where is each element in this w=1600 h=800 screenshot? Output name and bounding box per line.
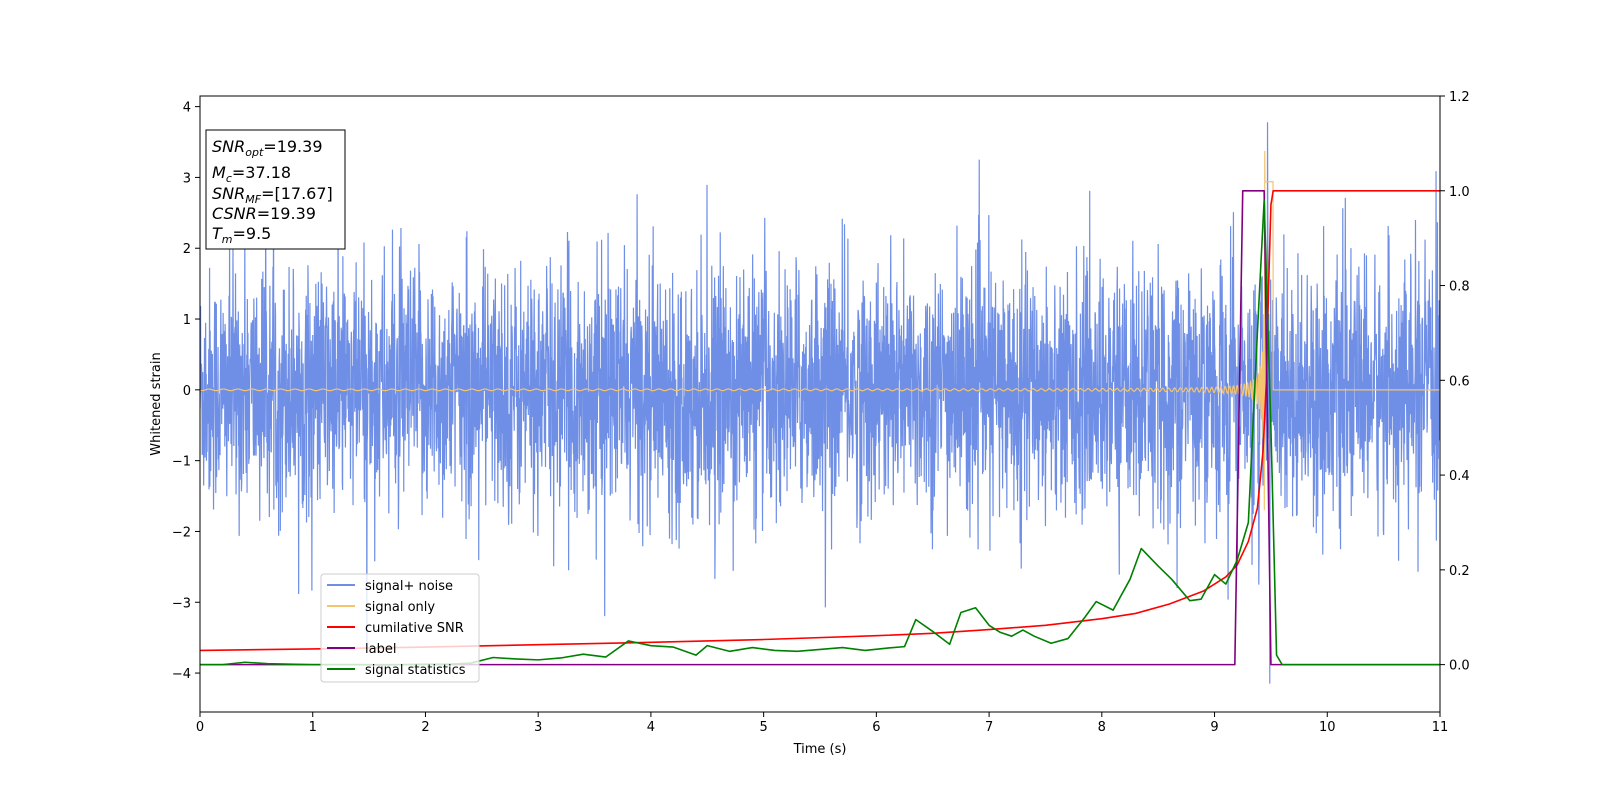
legend-frame	[320, 573, 480, 683]
x-axis: 0 1 2 3 4 5 6 7 8 9 10 11	[196, 712, 1448, 735]
x-tick-label: 3	[534, 720, 542, 735]
annotation-line: Mc=37.18	[212, 163, 291, 185]
y-tick-label: 2	[183, 242, 191, 257]
x-tick-label: 2	[421, 720, 429, 735]
annotation-frame	[205, 129, 346, 250]
y2-tick-label: 0.6	[1449, 374, 1470, 389]
y-axis-label: Whitened strain	[149, 352, 164, 455]
series-signal-noise	[200, 122, 1440, 684]
x-tick-label: 5	[759, 720, 767, 735]
legend-item: cumilative SNR	[327, 621, 464, 636]
legend-label: signal+ noise	[365, 579, 453, 594]
legend-item: label	[327, 642, 396, 657]
x-tick-label: 6	[872, 720, 880, 735]
y-tick-label: 4	[183, 101, 191, 116]
x-tick-label: 9	[1210, 720, 1218, 735]
legend-item: signal+ noise	[327, 579, 453, 594]
y-tick-label: −1	[172, 455, 191, 470]
y2-tick-label: 1.0	[1449, 185, 1470, 200]
y-tick-label: 1	[183, 313, 191, 328]
x-tick-label: 7	[985, 720, 993, 735]
y-tick-label: −4	[172, 667, 191, 682]
x-tick-label: 1	[309, 720, 317, 735]
legend-item: signal only	[327, 600, 435, 615]
legend: signal+ noise signal only cumilative SNR la…	[320, 573, 480, 683]
y-axis-right: 1.2 1.0 0.8 0.6 0.4 0.2 0.0	[1440, 90, 1470, 674]
x-tick-label: 4	[647, 720, 655, 735]
snr-annotation-box: SNRopt=19.39 Mc=37.18SNRMF=[17.67]CSNR=19…	[205, 129, 346, 250]
legend-label: signal only	[365, 600, 435, 615]
y2-tick-label: 0.4	[1449, 469, 1470, 484]
annotation-line: Tm=9.5	[212, 224, 271, 246]
x-tick-label: 11	[1432, 720, 1449, 735]
x-tick-label: 10	[1319, 720, 1336, 735]
y-tick-label: −2	[172, 525, 191, 540]
annotation-line: CSNR=19.39	[212, 204, 316, 223]
x-axis-label: Time (s)	[793, 742, 847, 757]
legend-label: cumilative SNR	[365, 621, 464, 636]
plot-series-layer	[200, 122, 1440, 684]
plot-frame	[199, 95, 1441, 713]
y-tick-label: 0	[183, 384, 191, 399]
x-tick-label: 8	[1098, 720, 1106, 735]
y-axis-left: 4 3 2 1 0 −1 −2 −3 −4	[172, 101, 200, 682]
y2-tick-label: 0.2	[1449, 564, 1470, 579]
y2-tick-label: 0.0	[1449, 659, 1470, 674]
y-tick-label: −3	[172, 596, 191, 611]
annotation-line: SNRopt=19.39	[212, 137, 323, 159]
x-tick-label: 0	[196, 720, 204, 735]
y-tick-label: 3	[183, 171, 191, 186]
y2-tick-label: 1.2	[1449, 90, 1470, 105]
series-signal-only	[200, 151, 1440, 511]
legend-label: signal statistics	[365, 663, 466, 678]
legend-label: label	[365, 642, 396, 657]
y2-tick-label: 0.8	[1449, 280, 1470, 295]
legend-item: signal statistics	[327, 663, 466, 678]
annotation-line: SNRMF=[17.67]	[212, 184, 333, 206]
